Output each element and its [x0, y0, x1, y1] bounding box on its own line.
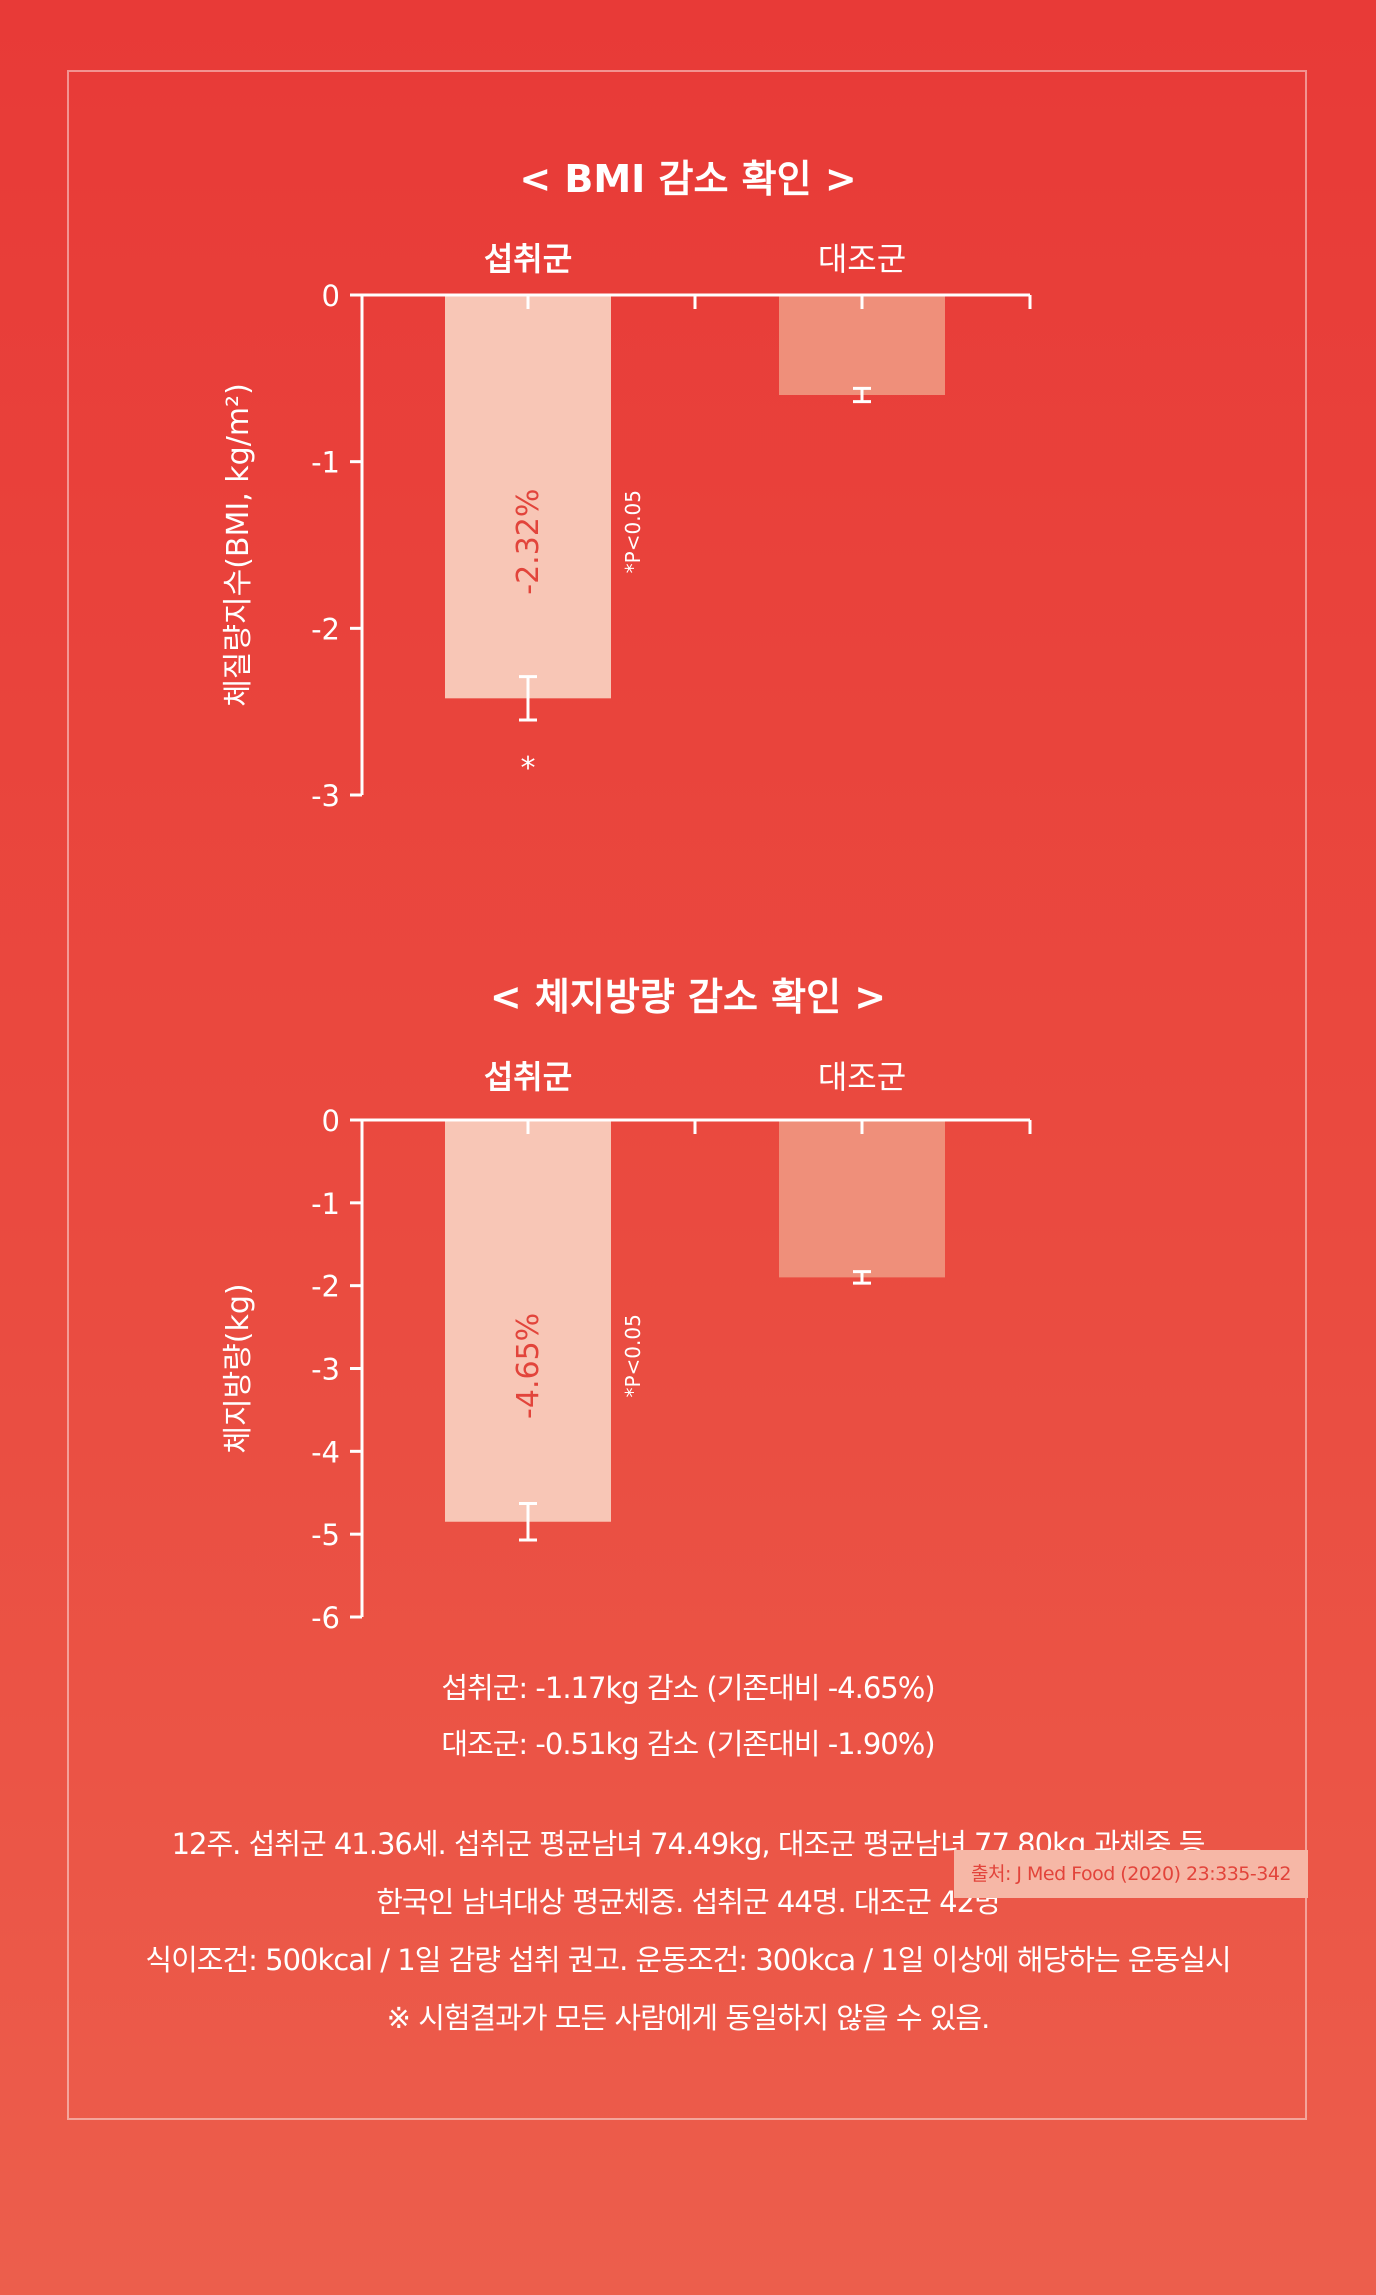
bar-control [779, 295, 945, 395]
summary-line: 대조군: -0.51kg 감소 (기존대비 -1.90%) [441, 1727, 935, 1761]
y-tick-label: -2 [311, 612, 340, 646]
bar-intake [445, 295, 611, 699]
category-label: 섭취군 [484, 240, 572, 278]
detail-line: ※ 시험결과가 모든 사람에게 동일하지 않을 수 있음. [386, 2001, 991, 2035]
body-fat-chart: < 체지방량 감소 확인 > 섭취군 -4.65% 대조군 *P<0.05 0 -1 -2 -3… [221, 975, 1032, 1635]
y-axis-label: 체질량지수(BMI, kg/m²) [221, 383, 256, 707]
y-tick-label: -3 [311, 1353, 340, 1387]
y-tick-label: -4 [311, 1435, 340, 1469]
result-summary: 섭취군: -1.17kg 감소 (기존대비 -4.65%) 대조군: -0.51… [0, 1660, 1376, 1772]
category-label: 대조군 [818, 240, 906, 278]
bar-control [779, 1120, 945, 1278]
chart-title: < BMI 감소 확인 > [519, 157, 856, 201]
y-tick-label: -1 [311, 1187, 340, 1221]
y-axis-label: 체지방량(kg) [221, 1283, 256, 1453]
y-tick-label: 0 [322, 1104, 340, 1138]
significance-note: *P<0.05 [621, 490, 645, 573]
bar-intake [445, 1120, 611, 1522]
bmi-chart: < BMI 감소 확인 > 섭취군 -2.32% 대조군 *P<0.05 * 0 -1 -2 -3… [221, 157, 1032, 813]
category-label: 섭취군 [484, 1058, 572, 1096]
y-tick-label: -6 [311, 1601, 340, 1635]
source-citation: 출처: J Med Food (2020) 23:335-342 [954, 1850, 1308, 1898]
y-tick-label: -3 [311, 779, 340, 813]
y-tick-label: -2 [311, 1270, 340, 1304]
bar-value-label: -4.65% [511, 1313, 546, 1419]
category-label: 대조군 [818, 1058, 906, 1096]
chart-title: < 체지방량 감소 확인 > [490, 975, 886, 1019]
bar-value-label: -2.32% [511, 489, 546, 595]
y-tick-label: 0 [322, 279, 340, 313]
significance-note: *P<0.05 [621, 1314, 645, 1397]
detail-line: 식이조건: 500kcal / 1일 감량 섭취 권고. 운동조건: 300kc… [145, 1943, 1231, 1977]
detail-line: 한국인 남녀대상 평균체중. 섭취군 44명. 대조군 42명 [376, 1885, 1000, 1919]
summary-line: 섭취군: -1.17kg 감소 (기존대비 -4.65%) [441, 1671, 935, 1705]
y-tick-label: -1 [311, 446, 340, 480]
border-frame [67, 70, 1307, 2120]
y-tick-label: -5 [311, 1518, 340, 1552]
significance-marker: * [521, 751, 536, 786]
